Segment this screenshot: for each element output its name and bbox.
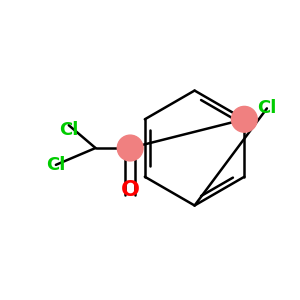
Text: Cl: Cl	[59, 121, 78, 139]
Circle shape	[232, 106, 257, 132]
Text: Cl: Cl	[257, 99, 277, 117]
Text: O: O	[121, 180, 140, 200]
Circle shape	[117, 135, 143, 161]
Text: Cl: Cl	[46, 156, 66, 174]
